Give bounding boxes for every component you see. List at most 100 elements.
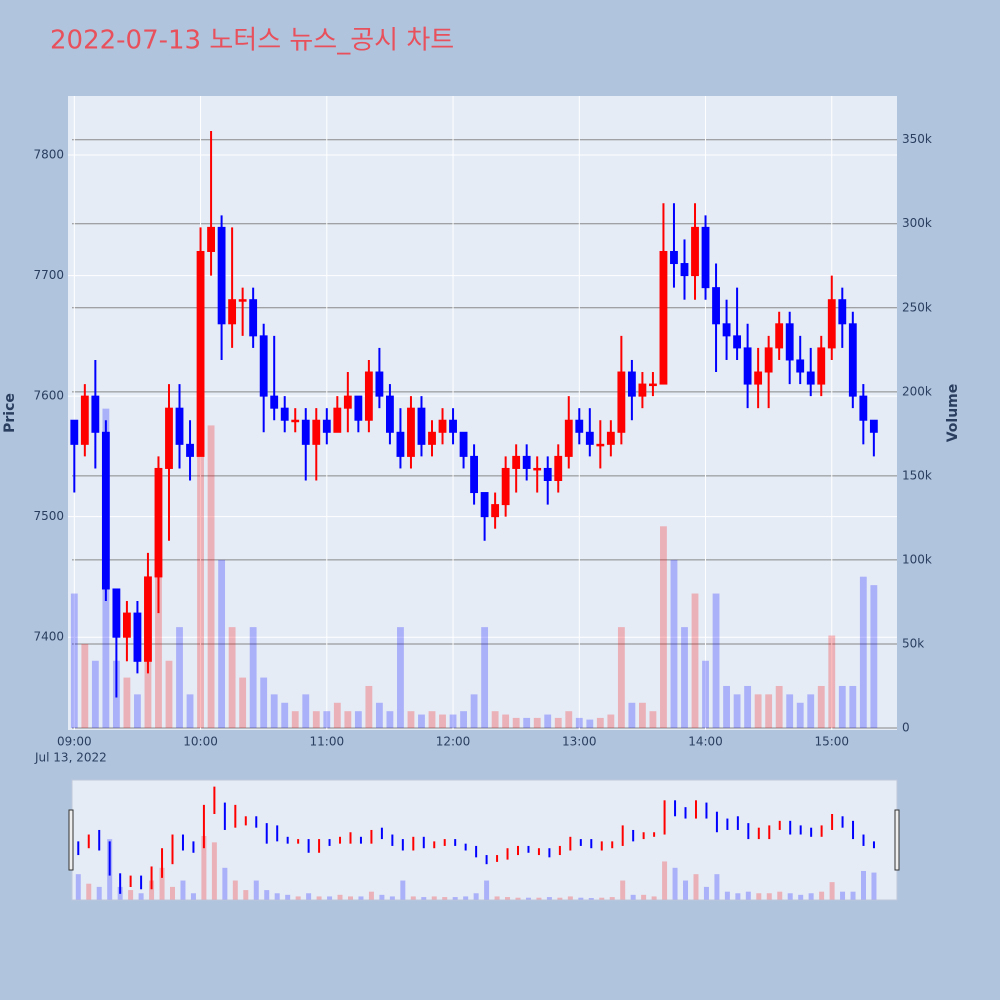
y-tick-label: 7700 xyxy=(33,268,64,282)
volume-bar xyxy=(197,391,204,728)
candle-body xyxy=(375,371,384,397)
y2-tick-label: 0 xyxy=(902,720,910,734)
volume-bar xyxy=(828,635,836,728)
slider-volume-bar xyxy=(630,894,636,900)
candle-body xyxy=(301,419,310,445)
candle-body xyxy=(354,395,363,421)
volume-bar xyxy=(428,711,436,728)
candle-body xyxy=(522,455,531,469)
y2-tick-label: 300k xyxy=(902,216,932,230)
y2-tick-label: 100k xyxy=(902,552,932,566)
candle-body xyxy=(838,299,847,325)
volume-bar xyxy=(354,711,362,728)
slider-volume-bar xyxy=(609,897,615,900)
slider-volume-bar xyxy=(473,893,479,900)
slider-volume-bar xyxy=(494,896,500,900)
candle-body xyxy=(869,419,878,433)
x-tick-label: 09:00 xyxy=(57,735,92,749)
range-slider[interactable] xyxy=(71,779,898,901)
y-axis-label: Price xyxy=(2,393,18,433)
slider-volume-bar xyxy=(421,897,427,900)
slider-volume-bar xyxy=(515,897,521,900)
slider-volume-bar xyxy=(829,882,835,900)
candle-body xyxy=(680,263,689,277)
volume-bar xyxy=(165,660,173,728)
x-tick-label: 10:00 xyxy=(183,735,218,749)
slider-volume-bar xyxy=(693,874,699,900)
candle-body xyxy=(396,431,405,457)
volume-bar xyxy=(186,694,194,728)
candle-body xyxy=(207,226,215,252)
candle-body xyxy=(512,455,521,469)
candle-body xyxy=(596,443,605,447)
volume-bar xyxy=(239,677,247,728)
volume-bar xyxy=(817,685,825,728)
candle-body xyxy=(533,467,542,471)
volume-bar xyxy=(649,711,657,728)
volume-bar xyxy=(134,694,141,728)
candle-body xyxy=(848,323,857,397)
candle-body xyxy=(827,299,836,349)
slider-handle[interactable] xyxy=(68,809,74,871)
slider-volume-bar xyxy=(400,880,406,900)
slider-volume-bar xyxy=(96,886,102,900)
volume-bar xyxy=(575,717,583,728)
candle-body xyxy=(175,407,184,445)
x-date-label: Jul 13, 2022 xyxy=(34,751,107,765)
candle-body xyxy=(196,250,205,457)
volume-bar xyxy=(702,660,709,728)
volume-bar xyxy=(859,576,867,728)
candle-body xyxy=(459,431,468,457)
candle-body xyxy=(543,467,552,481)
candle-body xyxy=(312,419,321,445)
volume-bar xyxy=(270,694,278,728)
volume-bar xyxy=(491,711,499,728)
volume-bar xyxy=(754,694,762,728)
candle-body xyxy=(470,455,479,494)
slider-volume-bar xyxy=(819,891,825,900)
volume-bar xyxy=(596,717,604,728)
slider-volume-bar xyxy=(484,880,490,900)
slider-handle[interactable] xyxy=(894,809,900,871)
slider-volume-bar xyxy=(452,897,458,900)
slider-volume-bar xyxy=(798,894,804,900)
slider-volume-bar xyxy=(724,891,730,900)
candle-body xyxy=(259,335,268,397)
candle-body xyxy=(449,419,457,433)
candle-body xyxy=(133,612,142,662)
slider-volume-bar xyxy=(787,893,793,900)
slider-volume-bar xyxy=(327,896,333,900)
candle-body xyxy=(228,299,237,325)
volume-bar xyxy=(733,694,741,728)
candle-body xyxy=(122,612,131,638)
volume-bar xyxy=(586,719,594,728)
volume-bar xyxy=(502,714,510,728)
volume-bar xyxy=(481,627,489,728)
slider-volume-bar xyxy=(578,897,584,900)
slider-volume-bar xyxy=(264,890,270,900)
candle-body xyxy=(817,347,826,385)
slider-volume-bar xyxy=(745,891,751,900)
volume-bar xyxy=(660,526,667,728)
volume-bar xyxy=(849,685,857,728)
volume-bar xyxy=(70,593,78,728)
volume-bar xyxy=(638,702,646,728)
slider-volume-bar xyxy=(316,896,322,900)
volume-bar xyxy=(176,627,183,728)
volume-bar xyxy=(512,717,520,728)
candle-body xyxy=(764,347,773,373)
candle-body xyxy=(606,431,615,445)
volume-bar xyxy=(670,559,678,728)
slider-volume-bar xyxy=(703,886,709,900)
candle-body xyxy=(249,299,258,337)
candle-body xyxy=(785,323,794,361)
x-tick-label: 11:00 xyxy=(310,735,345,749)
candle-body xyxy=(386,395,394,433)
candle-body xyxy=(670,250,678,265)
candle-body xyxy=(501,467,510,506)
slider-volume-bar xyxy=(651,896,657,900)
candle-body xyxy=(712,287,720,325)
candle-body xyxy=(806,371,815,385)
slider-volume-bar xyxy=(138,893,144,900)
candle-body xyxy=(585,431,594,445)
